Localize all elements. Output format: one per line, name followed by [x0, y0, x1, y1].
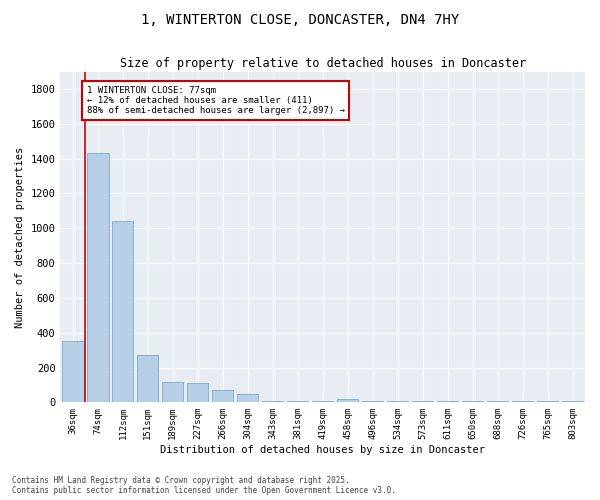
Y-axis label: Number of detached properties: Number of detached properties: [15, 146, 25, 328]
Text: 1, WINTERTON CLOSE, DONCASTER, DN4 7HY: 1, WINTERTON CLOSE, DONCASTER, DN4 7HY: [141, 12, 459, 26]
Bar: [337, 399, 358, 402]
X-axis label: Distribution of detached houses by size in Doncaster: Distribution of detached houses by size …: [160, 445, 485, 455]
Bar: [62, 342, 83, 402]
Bar: [112, 222, 133, 402]
Bar: [237, 394, 259, 402]
Text: 1 WINTERTON CLOSE: 77sqm
← 12% of detached houses are smaller (411)
88% of semi-: 1 WINTERTON CLOSE: 77sqm ← 12% of detach…: [86, 86, 344, 116]
Bar: [162, 382, 184, 402]
Title: Size of property relative to detached houses in Doncaster: Size of property relative to detached ho…: [119, 58, 526, 70]
Bar: [187, 383, 208, 402]
Text: Contains HM Land Registry data © Crown copyright and database right 2025.
Contai: Contains HM Land Registry data © Crown c…: [12, 476, 396, 495]
Bar: [87, 154, 109, 402]
Bar: [137, 356, 158, 403]
Bar: [212, 390, 233, 402]
